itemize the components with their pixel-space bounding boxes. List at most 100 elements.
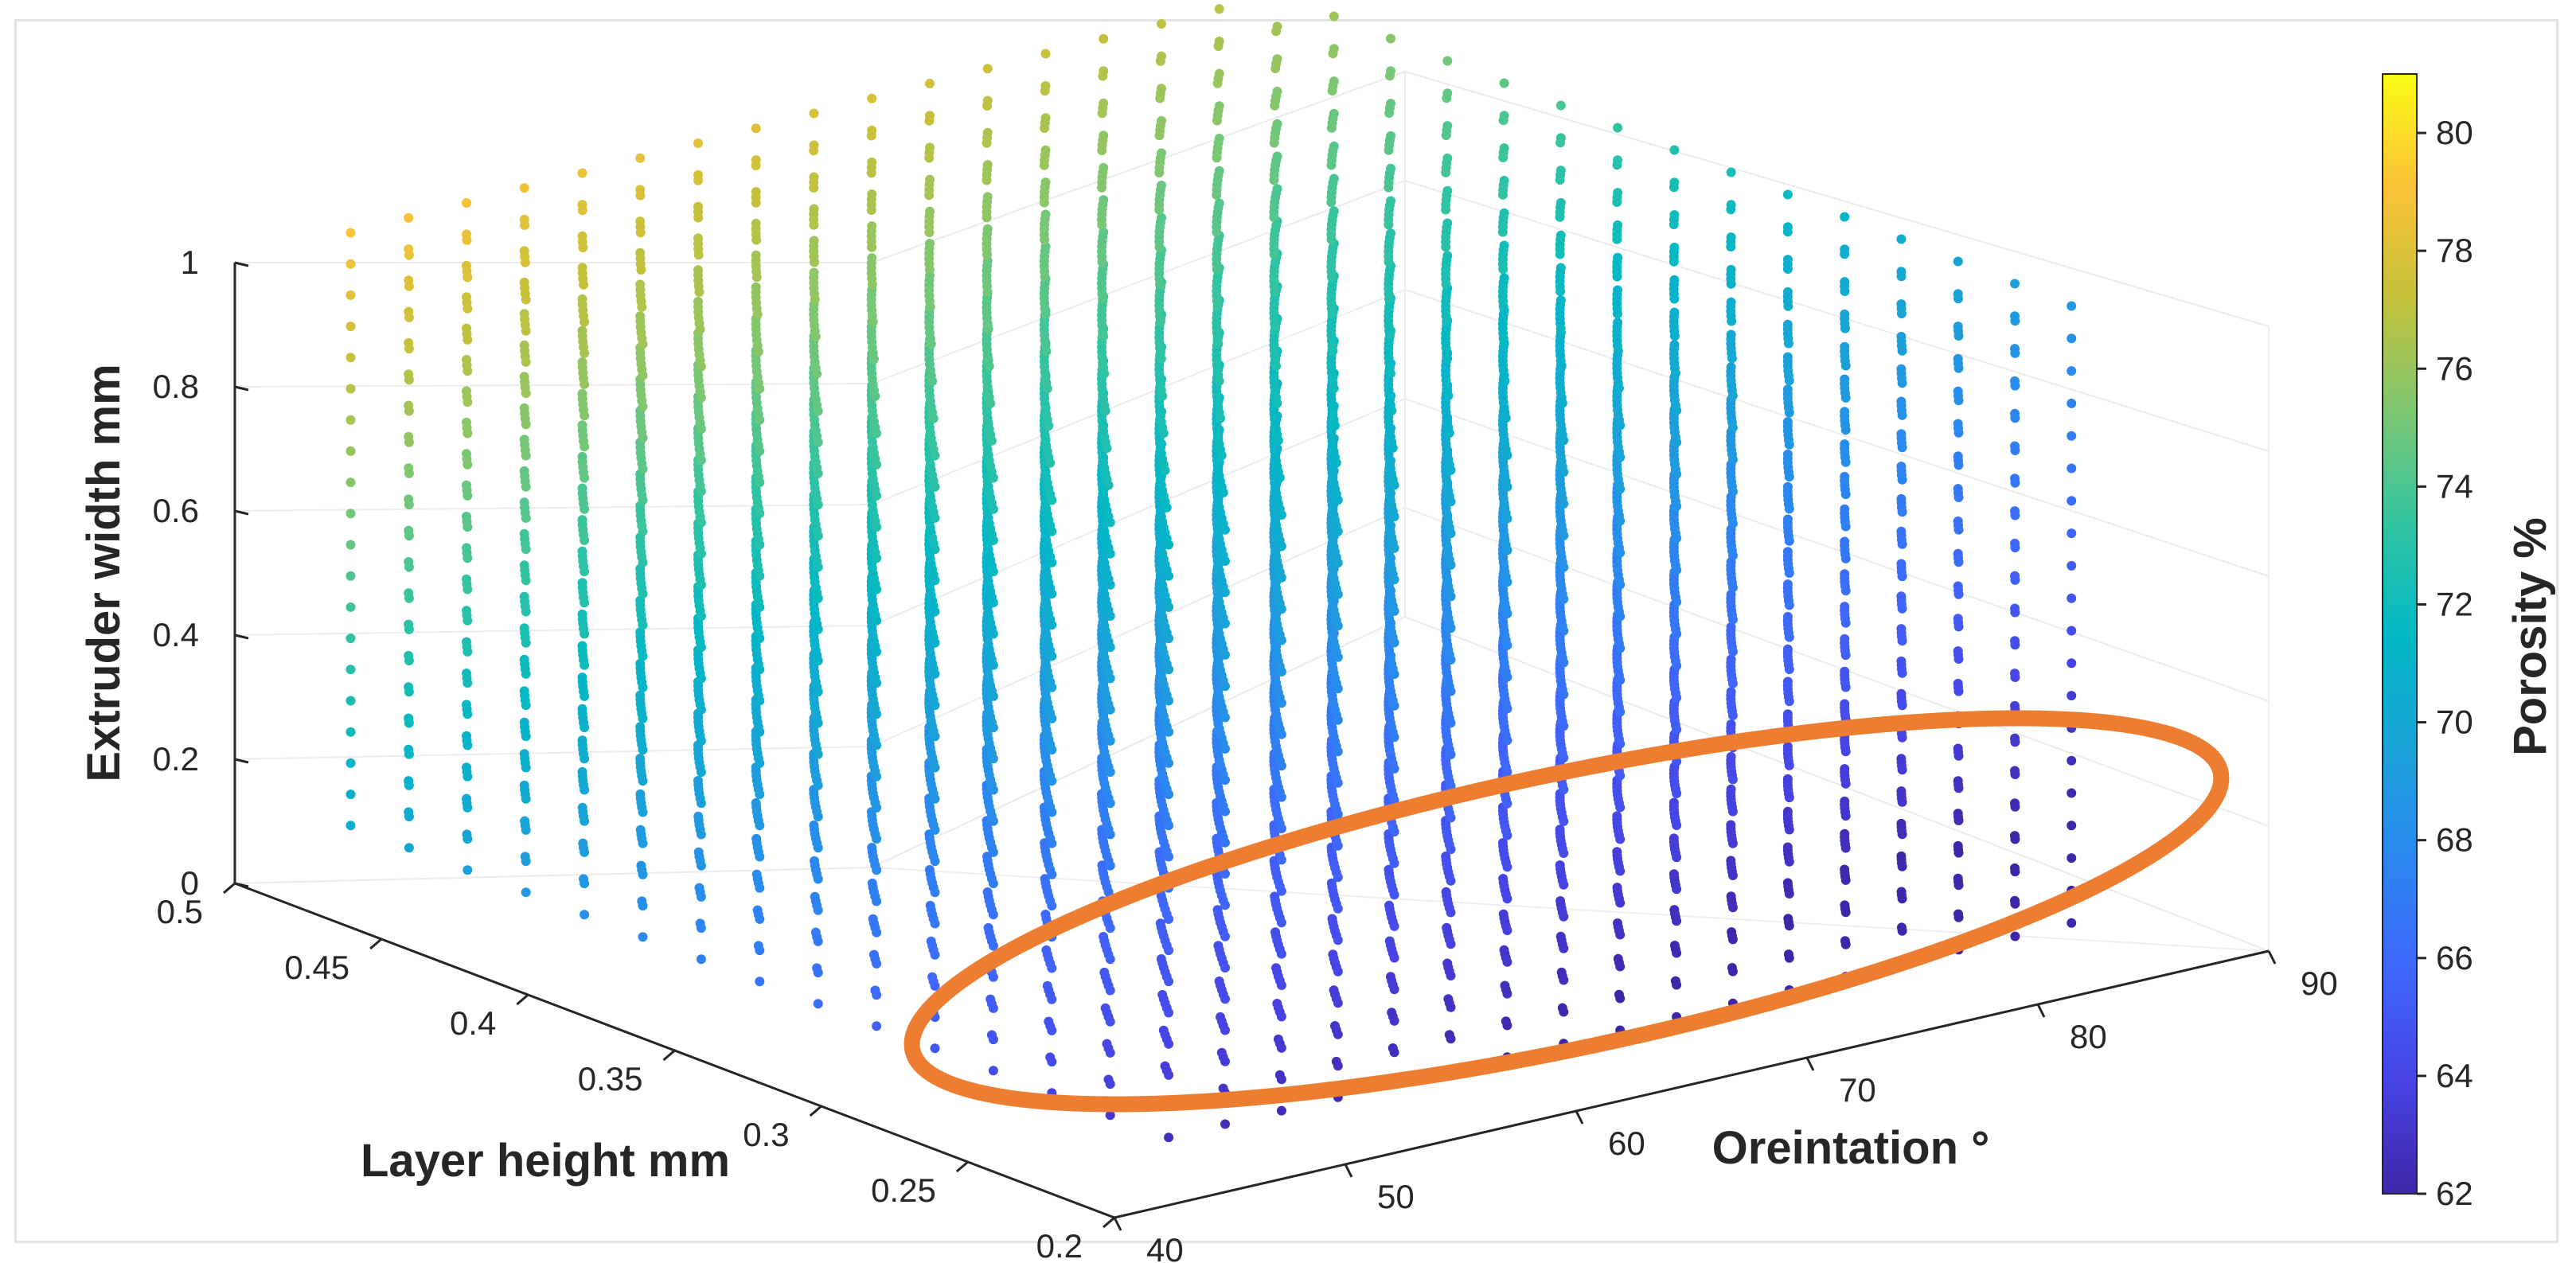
data-point (345, 415, 356, 425)
data-point (1384, 257, 1394, 267)
data-point (638, 464, 648, 474)
data-point (813, 656, 823, 666)
data-point (1155, 93, 1165, 103)
data-point (1726, 279, 1736, 289)
data-point (1333, 1029, 1343, 1039)
grid-line (1404, 289, 2270, 577)
data-point (636, 265, 646, 275)
data-point (1727, 774, 1738, 785)
data-point (1615, 420, 1626, 431)
data-point (580, 629, 590, 639)
data-point (982, 212, 992, 223)
grid-line (234, 504, 872, 512)
data-point (521, 762, 531, 773)
data-point (463, 459, 473, 470)
data-point (1276, 698, 1286, 708)
data-point (638, 401, 648, 411)
data-point (1441, 242, 1451, 252)
data-point (755, 509, 765, 519)
data-point (983, 324, 993, 334)
data-point (1615, 802, 1626, 813)
data-point (696, 735, 706, 746)
data-point (638, 589, 648, 599)
data-point (521, 606, 531, 617)
data-point (1040, 309, 1051, 319)
data-point (520, 220, 530, 230)
data-point (866, 131, 876, 141)
data-point (751, 197, 761, 208)
data-point (1331, 458, 1341, 468)
data-point (988, 723, 998, 733)
data-point (580, 660, 590, 670)
grid-line (871, 71, 1406, 263)
data-point (1559, 689, 1569, 700)
data-point (1099, 33, 1109, 44)
data-point (463, 272, 473, 283)
data-point (1214, 4, 1224, 14)
data-point (988, 660, 998, 670)
data-point (635, 228, 646, 238)
data-point (638, 557, 648, 567)
data-point (1040, 235, 1050, 245)
data-point (1727, 353, 1737, 364)
grid-line (234, 383, 872, 388)
figure-frame (14, 19, 2558, 1243)
data-point (345, 727, 356, 737)
data-point (1164, 665, 1174, 675)
data-point (580, 847, 590, 857)
data-point (638, 651, 648, 661)
data-point (982, 101, 993, 111)
data-point (638, 901, 648, 911)
data-point (1276, 918, 1286, 928)
data-point (1389, 606, 1399, 616)
data-point (810, 332, 821, 341)
data-point (580, 442, 590, 452)
data-point (1212, 302, 1223, 312)
data-point (696, 579, 706, 590)
data-point (930, 918, 940, 929)
data-point (755, 914, 765, 924)
data-point (1559, 879, 1569, 890)
data-point (696, 486, 706, 497)
data-point (404, 250, 414, 260)
data-point (1559, 626, 1569, 636)
data-point (1615, 516, 1626, 526)
data-point (1442, 316, 1452, 326)
data-point (984, 361, 994, 372)
data-point (1220, 900, 1230, 910)
grid-line (1404, 180, 2270, 452)
data-point (1555, 287, 1566, 297)
data-point (930, 513, 940, 523)
data-point (813, 406, 823, 416)
data-point (988, 1003, 998, 1013)
data-point (1333, 872, 1343, 883)
data-point (345, 665, 356, 675)
data-point (696, 860, 706, 871)
data-point (1386, 33, 1395, 44)
data-point (404, 624, 414, 634)
data-point (1672, 405, 1682, 415)
data-point (1333, 526, 1343, 536)
data-point (1615, 930, 1626, 940)
data-point (580, 348, 590, 358)
data-point (752, 310, 763, 319)
data-point (521, 481, 531, 492)
data-point (1333, 589, 1343, 599)
data-point (1389, 763, 1399, 774)
data-point (1615, 739, 1626, 749)
data-point (1388, 442, 1398, 453)
data-point (755, 602, 765, 612)
data-point (1389, 575, 1399, 585)
data-point (988, 567, 998, 577)
data-point (345, 571, 356, 581)
data-point (1557, 398, 1567, 408)
data-point (1212, 153, 1222, 163)
data-point (1276, 510, 1286, 520)
data-point (872, 1021, 882, 1031)
data-point (696, 611, 706, 622)
data-point (345, 789, 356, 800)
data-point (1326, 271, 1337, 282)
data-point (1220, 1025, 1230, 1035)
data-point (1384, 71, 1395, 81)
data-point (693, 175, 703, 185)
